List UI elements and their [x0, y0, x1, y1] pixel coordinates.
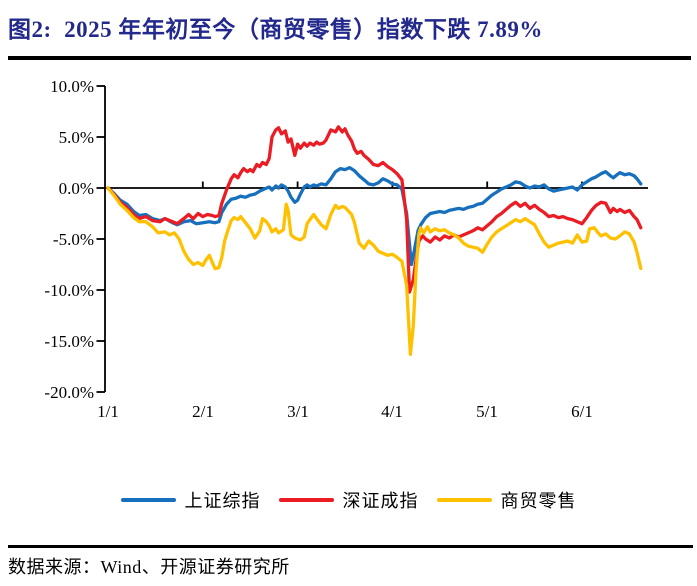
figure-title: 图2: 2025 年年初至今（商贸零售）指数下跌 7.89%	[8, 17, 543, 42]
x-axis-label: 6/1	[571, 402, 593, 421]
x-axis-label: 3/1	[287, 402, 309, 421]
source-note: 数据来源：Wind、开源证券研究所	[8, 557, 290, 577]
legend-item-retail: 商贸零售	[436, 487, 577, 513]
x-axis-label: 2/1	[192, 402, 214, 421]
y-axis-label: 10.0%	[50, 77, 94, 96]
y-axis-label: -5.0%	[52, 229, 94, 249]
chart-legend: 上证综指 深证成指 商贸零售	[0, 487, 697, 513]
x-axis-label: 5/1	[476, 402, 498, 421]
x-axis-label: 1/1	[97, 402, 119, 421]
legend-label: 深证成指	[342, 491, 419, 511]
legend-line-swatch-blue	[120, 497, 176, 503]
y-axis-label: 0.0%	[58, 178, 94, 198]
legend-line-swatch-red	[278, 497, 334, 503]
legend-item-sse: 上证综指	[120, 487, 261, 513]
y-axis-label: -15.0%	[44, 331, 94, 351]
legend-label: 上证综指	[184, 491, 261, 511]
title-rule	[8, 56, 691, 60]
footer-rule	[8, 545, 693, 548]
y-axis-label: -10.0%	[44, 280, 94, 300]
legend-item-szse: 深证成指	[278, 487, 419, 513]
y-axis-label: 5.0%	[58, 127, 94, 147]
legend-label: 商贸零售	[500, 491, 577, 511]
line-chart	[96, 85, 648, 393]
legend-line-swatch-yellow	[436, 497, 492, 503]
x-axis-label: 4/1	[381, 402, 403, 421]
y-axis-label: -20.0%	[44, 382, 94, 402]
